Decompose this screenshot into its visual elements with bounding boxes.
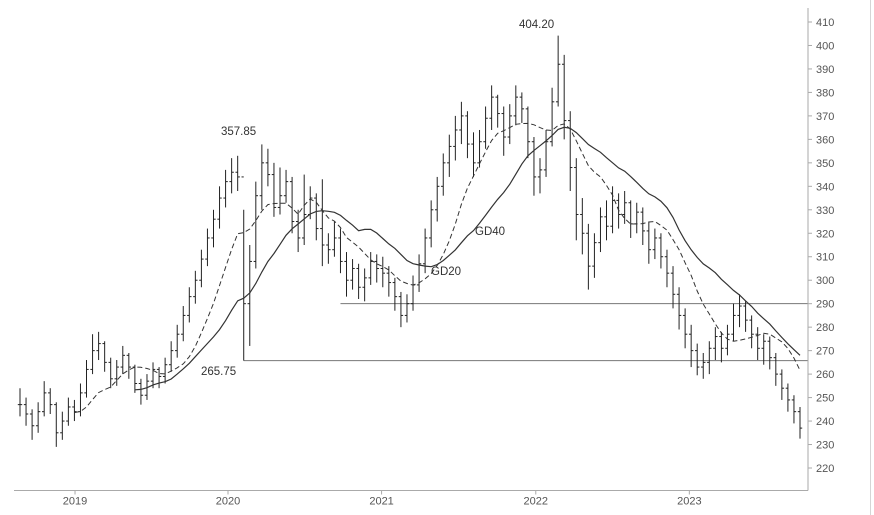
x-tick-label: 2022 bbox=[524, 496, 548, 508]
y-tick-label: 230 bbox=[816, 440, 834, 452]
x-tick-label: 2019 bbox=[63, 496, 87, 508]
x-tick-label: 2023 bbox=[677, 496, 701, 508]
gd40-label: GD40 bbox=[475, 226, 506, 238]
x-tick-label: 2020 bbox=[216, 496, 240, 508]
annotation-peak-404: 404.20 bbox=[519, 19, 555, 31]
gd40-line bbox=[134, 126, 801, 391]
y-tick-label: 290 bbox=[816, 299, 834, 311]
annotation-low-265: 265.75 bbox=[201, 366, 237, 378]
level-lines bbox=[243, 303, 808, 362]
y-tick-label: 410 bbox=[816, 17, 834, 29]
y-tick-label: 340 bbox=[816, 181, 834, 193]
y-tick-label: 240 bbox=[816, 416, 834, 428]
y-tick-label: 360 bbox=[816, 134, 834, 146]
gd20-series bbox=[74, 122, 801, 414]
y-tick-label: 320 bbox=[816, 228, 834, 240]
gd40-series bbox=[134, 126, 801, 391]
y-tick-label: 390 bbox=[816, 64, 834, 76]
gd20-label: GD20 bbox=[431, 266, 462, 278]
y-tick-label: 280 bbox=[816, 322, 834, 334]
x-axis: 2019 2020 2021 2022 2023 bbox=[14, 490, 808, 508]
y-tick-label: 310 bbox=[816, 252, 834, 264]
y-tick-label: 220 bbox=[816, 463, 834, 475]
y-tick-label: 370 bbox=[816, 111, 834, 123]
y-tick-label: 270 bbox=[816, 346, 834, 358]
y-tick-label: 380 bbox=[816, 87, 834, 99]
y-tick-label: 250 bbox=[816, 393, 834, 405]
y-tick-label: 400 bbox=[816, 40, 834, 52]
annotation-peak-357: 357.85 bbox=[221, 126, 257, 138]
y-tick-label: 260 bbox=[816, 369, 834, 381]
y-tick-label: 350 bbox=[816, 158, 834, 170]
y-axis: 220 230 240 250 260 270 280 290 300 310 320 330 340 3… bbox=[807, 8, 834, 491]
y-tick-label: 330 bbox=[816, 205, 834, 217]
gd20-line bbox=[74, 122, 801, 414]
y-tick-label: 300 bbox=[816, 275, 834, 287]
x-tick-label: 2021 bbox=[369, 496, 393, 508]
bars-series bbox=[17, 35, 803, 447]
